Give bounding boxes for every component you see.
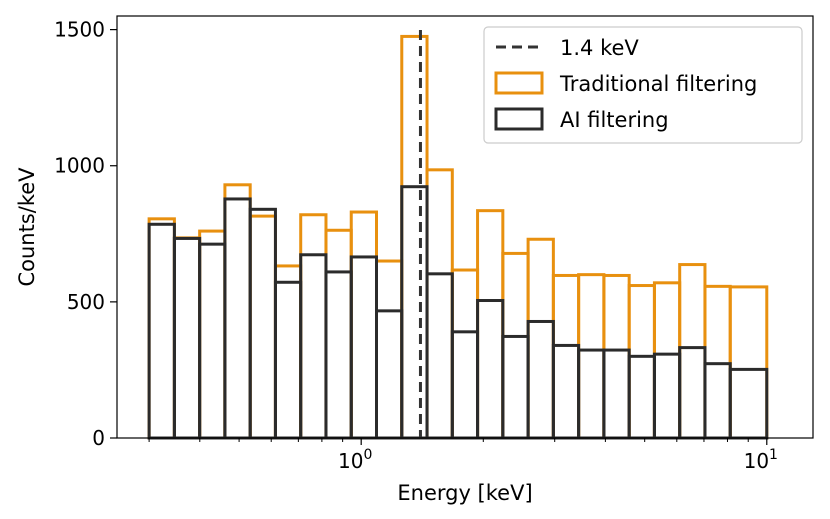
histogram-bin xyxy=(551,343,581,440)
histogram-bin xyxy=(678,263,707,440)
legend-patch-swatch xyxy=(494,107,544,131)
histogram-bin xyxy=(476,209,505,440)
histogram-bin xyxy=(273,264,303,440)
legend-label: 1.4 keV xyxy=(560,36,639,60)
histogram-bin xyxy=(728,285,769,440)
legend-label: Traditional filtering xyxy=(559,72,757,96)
histogram-bin xyxy=(577,348,606,440)
histogram-bin xyxy=(248,207,277,440)
histogram-bin xyxy=(501,334,530,440)
histogram-bin xyxy=(299,213,328,440)
histogram-bin xyxy=(526,237,555,440)
histogram-bin xyxy=(577,273,606,440)
series-ai-filtering xyxy=(147,185,769,440)
legend-item: 1.4 keV xyxy=(496,36,639,60)
histogram-bin xyxy=(602,348,631,440)
histogram-bin xyxy=(349,255,379,440)
histogram-bin xyxy=(450,330,480,440)
y-tick-label: 1500 xyxy=(54,18,105,42)
legend: 1.4 keV Traditional filtering AI filtering xyxy=(483,26,803,144)
histogram-bin xyxy=(172,236,202,440)
y-tick-label: 1000 xyxy=(54,154,105,178)
x-tick-label: 101 xyxy=(744,447,778,473)
histogram-bin xyxy=(602,273,631,440)
histogram-bin xyxy=(450,268,480,440)
histogram-bin xyxy=(223,183,252,440)
histogram-bin xyxy=(476,299,505,440)
histogram-bin xyxy=(400,185,429,440)
legend-item: Traditional filtering xyxy=(494,71,757,96)
histogram-bin xyxy=(501,251,530,440)
histogram-bin xyxy=(425,272,454,440)
histogram-bin xyxy=(425,168,454,440)
legend-box xyxy=(483,26,803,144)
histogram-bin xyxy=(678,346,707,440)
histogram-bin xyxy=(198,242,227,440)
histogram-bin xyxy=(526,319,555,440)
histogram-bin xyxy=(652,281,682,440)
y-tick-label: 0 xyxy=(92,426,105,450)
histogram-bin xyxy=(172,236,202,440)
axes: 0 500 1000 1500 100 101 Energy [keV] Counts/keV xyxy=(15,15,814,505)
histogram-bin xyxy=(627,284,656,440)
histogram-bin xyxy=(728,367,769,440)
histogram-bin xyxy=(324,270,353,440)
histogram-bin xyxy=(198,229,227,440)
histogram-bin xyxy=(703,362,732,440)
histogram-bin xyxy=(147,222,176,440)
legend-patch-swatch xyxy=(494,71,544,95)
x-tick-label: 100 xyxy=(338,447,372,473)
histogram-bin xyxy=(147,217,176,440)
histogram-bin xyxy=(299,253,328,440)
legend-label: AI filtering xyxy=(560,108,669,132)
axes-frame xyxy=(116,15,814,439)
histogram-bin xyxy=(324,228,353,440)
histogram-bin xyxy=(551,273,581,440)
y-axis-title: Counts/keV xyxy=(15,167,39,287)
histogram-bin xyxy=(375,259,404,440)
histogram-bin xyxy=(349,210,379,440)
y-tick-label: 500 xyxy=(67,290,105,314)
x-axis-title: Energy [keV] xyxy=(397,481,532,505)
histogram-bin xyxy=(652,352,682,440)
histogram-bin xyxy=(400,34,429,440)
histogram-bin xyxy=(273,280,303,440)
histogram-bin xyxy=(248,214,277,440)
histogram-bin xyxy=(627,354,656,440)
histogram-bin xyxy=(375,309,404,440)
histogram-bin xyxy=(223,197,252,440)
legend-item: AI filtering xyxy=(494,107,669,132)
